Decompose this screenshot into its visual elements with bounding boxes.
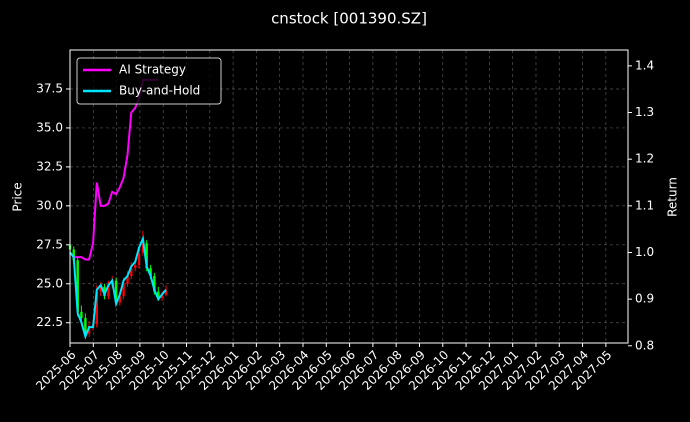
y2-tick-label: 1.0 bbox=[635, 245, 654, 259]
candle-body bbox=[153, 275, 156, 292]
candle-body bbox=[130, 268, 133, 276]
candle-body bbox=[134, 265, 137, 269]
candle-body bbox=[80, 311, 83, 319]
y2-axis-label: Return bbox=[666, 177, 680, 217]
y2-tick-label: 1.1 bbox=[635, 198, 654, 212]
legend-box bbox=[76, 57, 222, 105]
y2-tick-label: 0.9 bbox=[635, 292, 654, 306]
y-tick-label: 27.5 bbox=[36, 237, 63, 251]
candle-body bbox=[107, 285, 110, 297]
y-axis-label: Price bbox=[11, 182, 25, 211]
y-tick-label: 32.5 bbox=[36, 159, 63, 173]
candle-body bbox=[122, 283, 125, 297]
y-tick-label: 25.0 bbox=[36, 276, 63, 290]
candle-body bbox=[141, 243, 145, 253]
y2-tick-label: 0.8 bbox=[635, 338, 654, 352]
candle-body bbox=[118, 296, 122, 303]
candle-body bbox=[114, 280, 118, 303]
legend-label: AI Strategy bbox=[119, 63, 186, 77]
candle-body bbox=[160, 294, 164, 298]
chart-title: cnstock [001390.SZ] bbox=[271, 10, 427, 28]
candle-body bbox=[164, 290, 168, 295]
y2-tick-label: 1.4 bbox=[635, 58, 654, 72]
candle-body bbox=[137, 252, 141, 266]
candle-body bbox=[76, 260, 79, 312]
plot-frame bbox=[69, 49, 629, 344]
candle-body bbox=[84, 318, 87, 334]
y-tick-label: 35.0 bbox=[36, 120, 63, 134]
legend-label: Buy-and-Hold bbox=[119, 84, 200, 98]
candle-body bbox=[95, 291, 98, 325]
y2-tick-label: 1.2 bbox=[635, 152, 654, 166]
y-tick-label: 30.0 bbox=[36, 198, 63, 212]
candle-body bbox=[72, 249, 75, 261]
candle-body bbox=[126, 275, 129, 284]
series-line bbox=[69, 234, 167, 340]
candle-body bbox=[99, 286, 102, 292]
candle-body bbox=[145, 243, 148, 269]
candle-body bbox=[149, 268, 152, 276]
y-tick-label: 22.5 bbox=[36, 315, 63, 329]
candle-body bbox=[157, 291, 160, 298]
y2-tick-label: 1.3 bbox=[635, 105, 654, 119]
candle-body bbox=[103, 286, 106, 297]
legend: AI Strategy Buy-and-Hold bbox=[76, 57, 222, 105]
y-tick-label: 37.5 bbox=[36, 81, 63, 95]
